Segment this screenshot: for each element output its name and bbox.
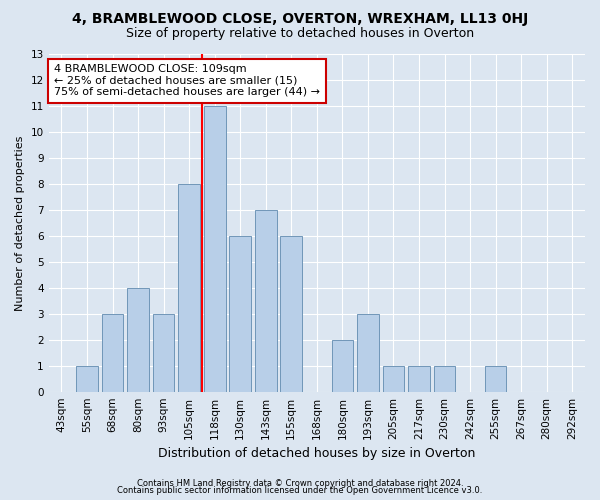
Text: Contains public sector information licensed under the Open Government Licence v3: Contains public sector information licen… [118, 486, 482, 495]
Text: Size of property relative to detached houses in Overton: Size of property relative to detached ho… [126, 28, 474, 40]
Bar [204, 106, 226, 392]
Bar [485, 366, 506, 392]
Bar [153, 314, 175, 392]
Y-axis label: Number of detached properties: Number of detached properties [15, 135, 25, 310]
Bar [101, 314, 124, 392]
Text: 4 BRAMBLEWOOD CLOSE: 109sqm
← 25% of detached houses are smaller (15)
75% of sem: 4 BRAMBLEWOOD CLOSE: 109sqm ← 25% of det… [54, 64, 320, 98]
Bar [357, 314, 379, 392]
X-axis label: Distribution of detached houses by size in Overton: Distribution of detached houses by size … [158, 447, 476, 460]
Bar [127, 288, 149, 392]
Bar [178, 184, 200, 392]
Bar [408, 366, 430, 392]
Bar [434, 366, 455, 392]
Bar [383, 366, 404, 392]
Bar [280, 236, 302, 392]
Bar [255, 210, 277, 392]
Bar [229, 236, 251, 392]
Text: 4, BRAMBLEWOOD CLOSE, OVERTON, WREXHAM, LL13 0HJ: 4, BRAMBLEWOOD CLOSE, OVERTON, WREXHAM, … [72, 12, 528, 26]
Bar [76, 366, 98, 392]
Text: Contains HM Land Registry data © Crown copyright and database right 2024.: Contains HM Land Registry data © Crown c… [137, 478, 463, 488]
Bar [332, 340, 353, 392]
